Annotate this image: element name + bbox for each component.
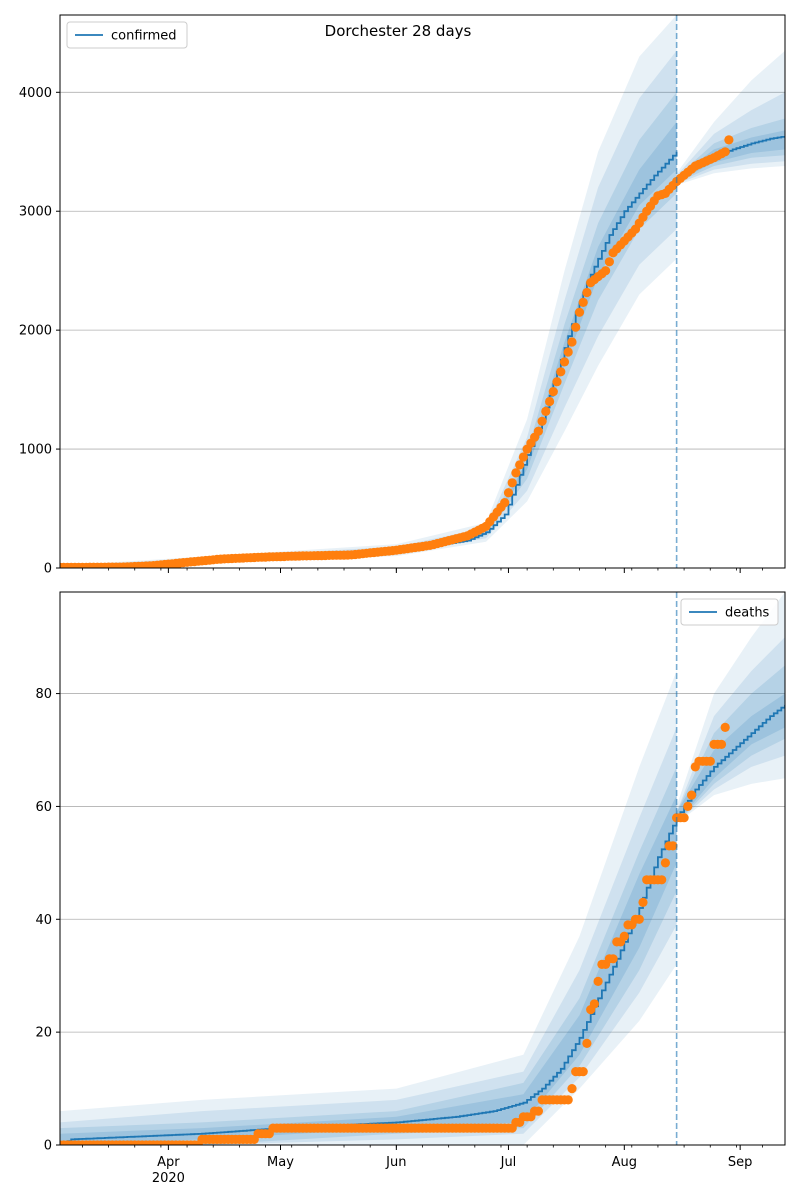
x-tick-label: Aug [612,1155,637,1170]
observed-point [687,790,697,800]
observed-point [574,307,585,317]
observed-point [593,976,603,987]
observed-point [601,266,611,276]
observed-point [559,357,570,367]
observed-point [533,1106,544,1116]
forecast-line-deaths [676,704,785,819]
x-year-label: 2020 [152,1171,185,1186]
legend-label: deaths [725,606,770,621]
observed-point [518,452,529,462]
observed-point [552,377,562,387]
observed-point [548,387,558,397]
observed-point [578,1067,588,1077]
observed-point [683,801,693,812]
observed-point [545,396,555,407]
observed-point [571,322,581,332]
y-tick-label: 1000 [19,443,52,458]
observed-point [567,1084,577,1094]
observed-point [619,931,629,941]
observed-point [582,1038,592,1048]
observed-point [720,147,730,157]
observed-point [533,426,544,436]
legend: deaths [680,598,779,626]
observed-point [679,813,689,823]
x-tick-label: Jul [500,1155,517,1170]
y-tick-label: 40 [35,913,52,928]
observed-point [515,460,525,470]
observed-point [604,257,615,267]
observed-point [638,897,648,908]
observed-point [537,416,547,426]
deaths-panel: 0 20 40 60 80 Apr May Jun Jul Aug Sep 2020 deaths [35,591,786,1186]
forecast-band [676,50,785,186]
y-tick-label: 3000 [19,205,52,220]
observed-point [578,297,588,307]
observed-point [724,135,734,145]
observed-point [634,914,644,924]
y-tick-label: 0 [44,562,52,577]
legend-box [680,598,779,626]
confirmed-panel: 0 1000 2000 3000 4000 confirmed [19,14,786,577]
y-tick-label: 20 [35,1026,52,1041]
observed-point [511,468,521,478]
observed-point [657,875,667,885]
y-tick-label: 4000 [19,86,52,101]
observed-point [500,498,510,508]
observed-point [563,1095,573,1105]
observed-point [563,347,573,357]
observed-point [541,406,551,416]
x-tick-label: Apr [157,1155,180,1170]
legend-label: confirmed [111,29,177,44]
observed-point [720,722,730,733]
observed-point [668,841,678,851]
forecast-band [676,637,785,824]
observed-point [556,367,566,377]
observed-point [589,999,600,1009]
x-tick-label: May [267,1155,294,1170]
observed-point [567,337,577,347]
legend-box [66,21,188,49]
y-tick-label: 0 [44,1139,52,1154]
observed-point [608,954,618,964]
observed-point [705,756,715,766]
y-tick-label: 60 [35,800,52,815]
plot-area [60,15,785,568]
observed-point [507,478,517,488]
observed-point [716,739,727,750]
chart-title: Dorchester 28 days [325,22,472,40]
y-tick-label: 2000 [19,324,52,339]
observed-point [582,287,592,298]
observed-point [660,858,671,868]
plot-area [60,592,785,1145]
y-tick-label: 80 [35,687,52,702]
x-tick-label: Jun [385,1155,406,1170]
legend: confirmed [66,21,188,49]
observed-point [503,488,514,498]
x-tick-label: Sep [728,1155,753,1170]
